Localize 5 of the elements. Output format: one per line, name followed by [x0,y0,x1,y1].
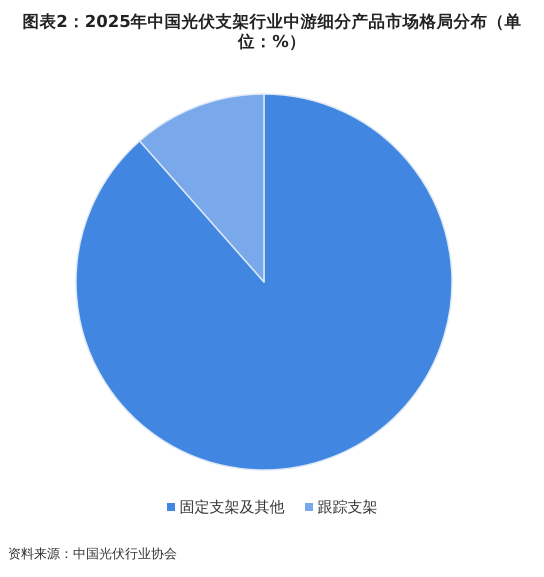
pie-slice [76,93,453,471]
chart-title: 图表2：2025年中国光伏支架行业中游细分产品市场格局分布（单位：%） [22,12,522,52]
legend-label: 固定支架及其他 [180,498,284,516]
text: 资料来源：中国光伏行业协会 [8,546,177,563]
legend-label: 跟踪支架 [318,498,378,516]
